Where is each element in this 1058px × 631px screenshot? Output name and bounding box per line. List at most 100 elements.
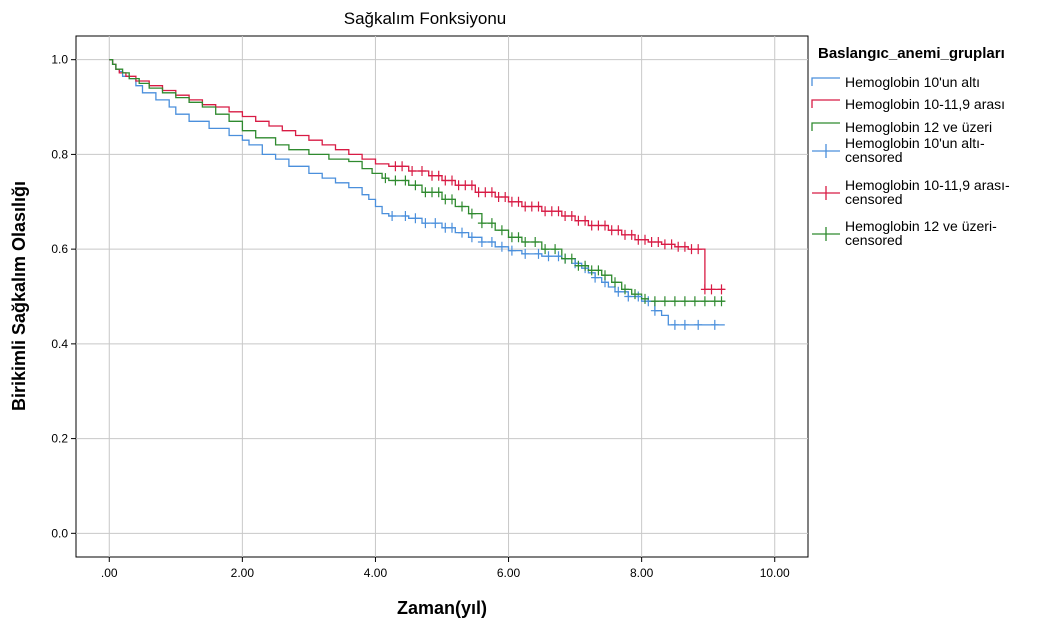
censor-mark-2: [434, 187, 443, 198]
censor-mark-1: [717, 284, 726, 295]
censor-mark-1: [707, 284, 716, 295]
censor-mark-2: [670, 296, 679, 307]
censor-mark-2: [441, 194, 450, 205]
censor-mark-0: [421, 218, 430, 229]
censor-mark-0: [694, 319, 703, 330]
legend-items: Hemoglobin 10'un altı Hemoglobin 10-11,9 …: [811, 74, 1010, 248]
censor-mark-2: [411, 180, 420, 191]
censor-mark-1: [561, 211, 570, 221]
legend-swatch-censor: [812, 186, 840, 200]
censor-mark-1: [474, 187, 483, 198]
censor-mark-0: [411, 213, 420, 224]
y-tick-label: 0.4: [51, 337, 68, 351]
legend-swatch-step: [811, 99, 840, 108]
censor-mark-2: [521, 237, 530, 247]
censor-mark-1: [647, 237, 656, 247]
censor-mark-2: [531, 237, 540, 247]
plot-area: [75, 35, 809, 558]
y-tick-label: 0.6: [51, 242, 68, 256]
censor-mark-1: [434, 170, 443, 181]
censor-mark-0: [544, 251, 553, 262]
censor-mark-0: [614, 286, 623, 297]
censor-mark-2: [551, 244, 560, 255]
axis-ticks: .00 2.00 4.00 6.00 8.00 10.00 0.0 0.2 0.4 0.6 0.8 1…: [51, 53, 790, 580]
censor-mark-2: [621, 284, 629, 295]
censor-mark-2: [650, 296, 659, 307]
censor-mark-1: [391, 161, 400, 172]
censor-mark-1: [501, 192, 510, 202]
censor-mark-0: [680, 319, 689, 330]
censor-mark-0: [458, 227, 466, 238]
y-tick-label: 0.8: [51, 147, 68, 161]
legend-swatch-censor: [812, 227, 840, 241]
censor-mark-2: [467, 208, 476, 219]
legend-label: Hemoglobin 12 ve üzeri-censored: [845, 218, 997, 248]
censor-mark-2: [717, 296, 726, 307]
censor-mark-0: [477, 237, 486, 247]
censor-mark-2: [487, 218, 496, 229]
x-tick-label: 6.00: [497, 566, 521, 580]
censor-mark-1: [687, 244, 696, 255]
censor-mark-0: [497, 241, 506, 252]
censor-mark-1: [527, 201, 536, 212]
x-tick-label: 4.00: [364, 566, 388, 580]
censor-mark-2: [641, 293, 649, 304]
censor-mark-1: [398, 161, 407, 172]
censor-mark-1: [428, 170, 436, 181]
legend-swatch-step: [811, 122, 840, 131]
censor-mark-2: [680, 296, 689, 307]
censor-mark-0: [710, 319, 719, 330]
censor-mark-2: [514, 232, 523, 243]
censor-mark-1: [534, 201, 543, 212]
censor-mark-2: [601, 270, 609, 281]
censor-mark-2: [477, 218, 486, 229]
censor-mark-0: [388, 211, 397, 221]
censor-mark-1: [567, 211, 576, 221]
censor-mark-2: [690, 296, 699, 307]
censor-mark-0: [634, 291, 643, 302]
censor-mark-2: [587, 265, 596, 276]
legend-label: Hemoglobin 12 ve üzeri: [845, 119, 992, 135]
censor-mark-0: [401, 211, 410, 221]
y-tick-label: 0.0: [51, 526, 68, 540]
censor-mark-1: [667, 239, 676, 250]
censor-mark-1: [627, 229, 636, 240]
censor-mark-2: [448, 194, 456, 205]
censor-mark-1: [694, 244, 703, 255]
chart-title: Sağkalım Fonksiyonu: [344, 9, 507, 28]
censor-mark-0: [521, 248, 530, 259]
censor-mark-1: [660, 239, 669, 250]
censor-mark-1: [641, 234, 649, 245]
legend-label: Hemoglobin 10-11,9 arası: [845, 96, 1005, 112]
censor-mark-2: [631, 289, 639, 300]
censor-mark-0: [507, 245, 516, 256]
censor-mark-1: [614, 225, 623, 236]
censor-mark-0: [487, 237, 496, 247]
censor-mark-2: [458, 201, 466, 212]
censor-mark-0: [650, 305, 659, 316]
censor-mark-2: [428, 187, 436, 198]
censor-mark-1: [581, 215, 590, 226]
legend-label: Hemoglobin 10-11,9 arası-censored: [845, 177, 1010, 207]
legend-swatch-step: [811, 77, 840, 86]
censor-mark-0: [554, 251, 563, 262]
y-tick-label: 1.0: [51, 53, 68, 67]
censor-mark-2: [541, 244, 550, 255]
legend-label: Hemoglobin 10'un altı-censored: [845, 135, 985, 165]
censor-mark-1: [547, 206, 556, 217]
censor-mark-0: [571, 258, 580, 269]
censor-mark-1: [418, 166, 426, 176]
y-tick-label: 0.2: [51, 432, 68, 446]
legend: Baslangıc_anemi_grupları Hemoglobin 10'u…: [811, 45, 1010, 248]
censor-mark-1: [621, 229, 629, 240]
censor-mark-2: [574, 260, 583, 271]
censor-mark-1: [674, 241, 683, 252]
censor-mark-1: [408, 166, 417, 176]
x-tick-label: 8.00: [630, 566, 654, 580]
censor-mark-0: [670, 319, 679, 330]
x-axis-label: Zaman(yıl): [397, 598, 487, 618]
x-tick-label: 10.00: [760, 566, 790, 580]
censor-mark-1: [554, 206, 563, 217]
y-axis-label: Birikimli Sağkalım Olasılığı: [9, 181, 29, 411]
censor-mark-0: [467, 232, 476, 243]
